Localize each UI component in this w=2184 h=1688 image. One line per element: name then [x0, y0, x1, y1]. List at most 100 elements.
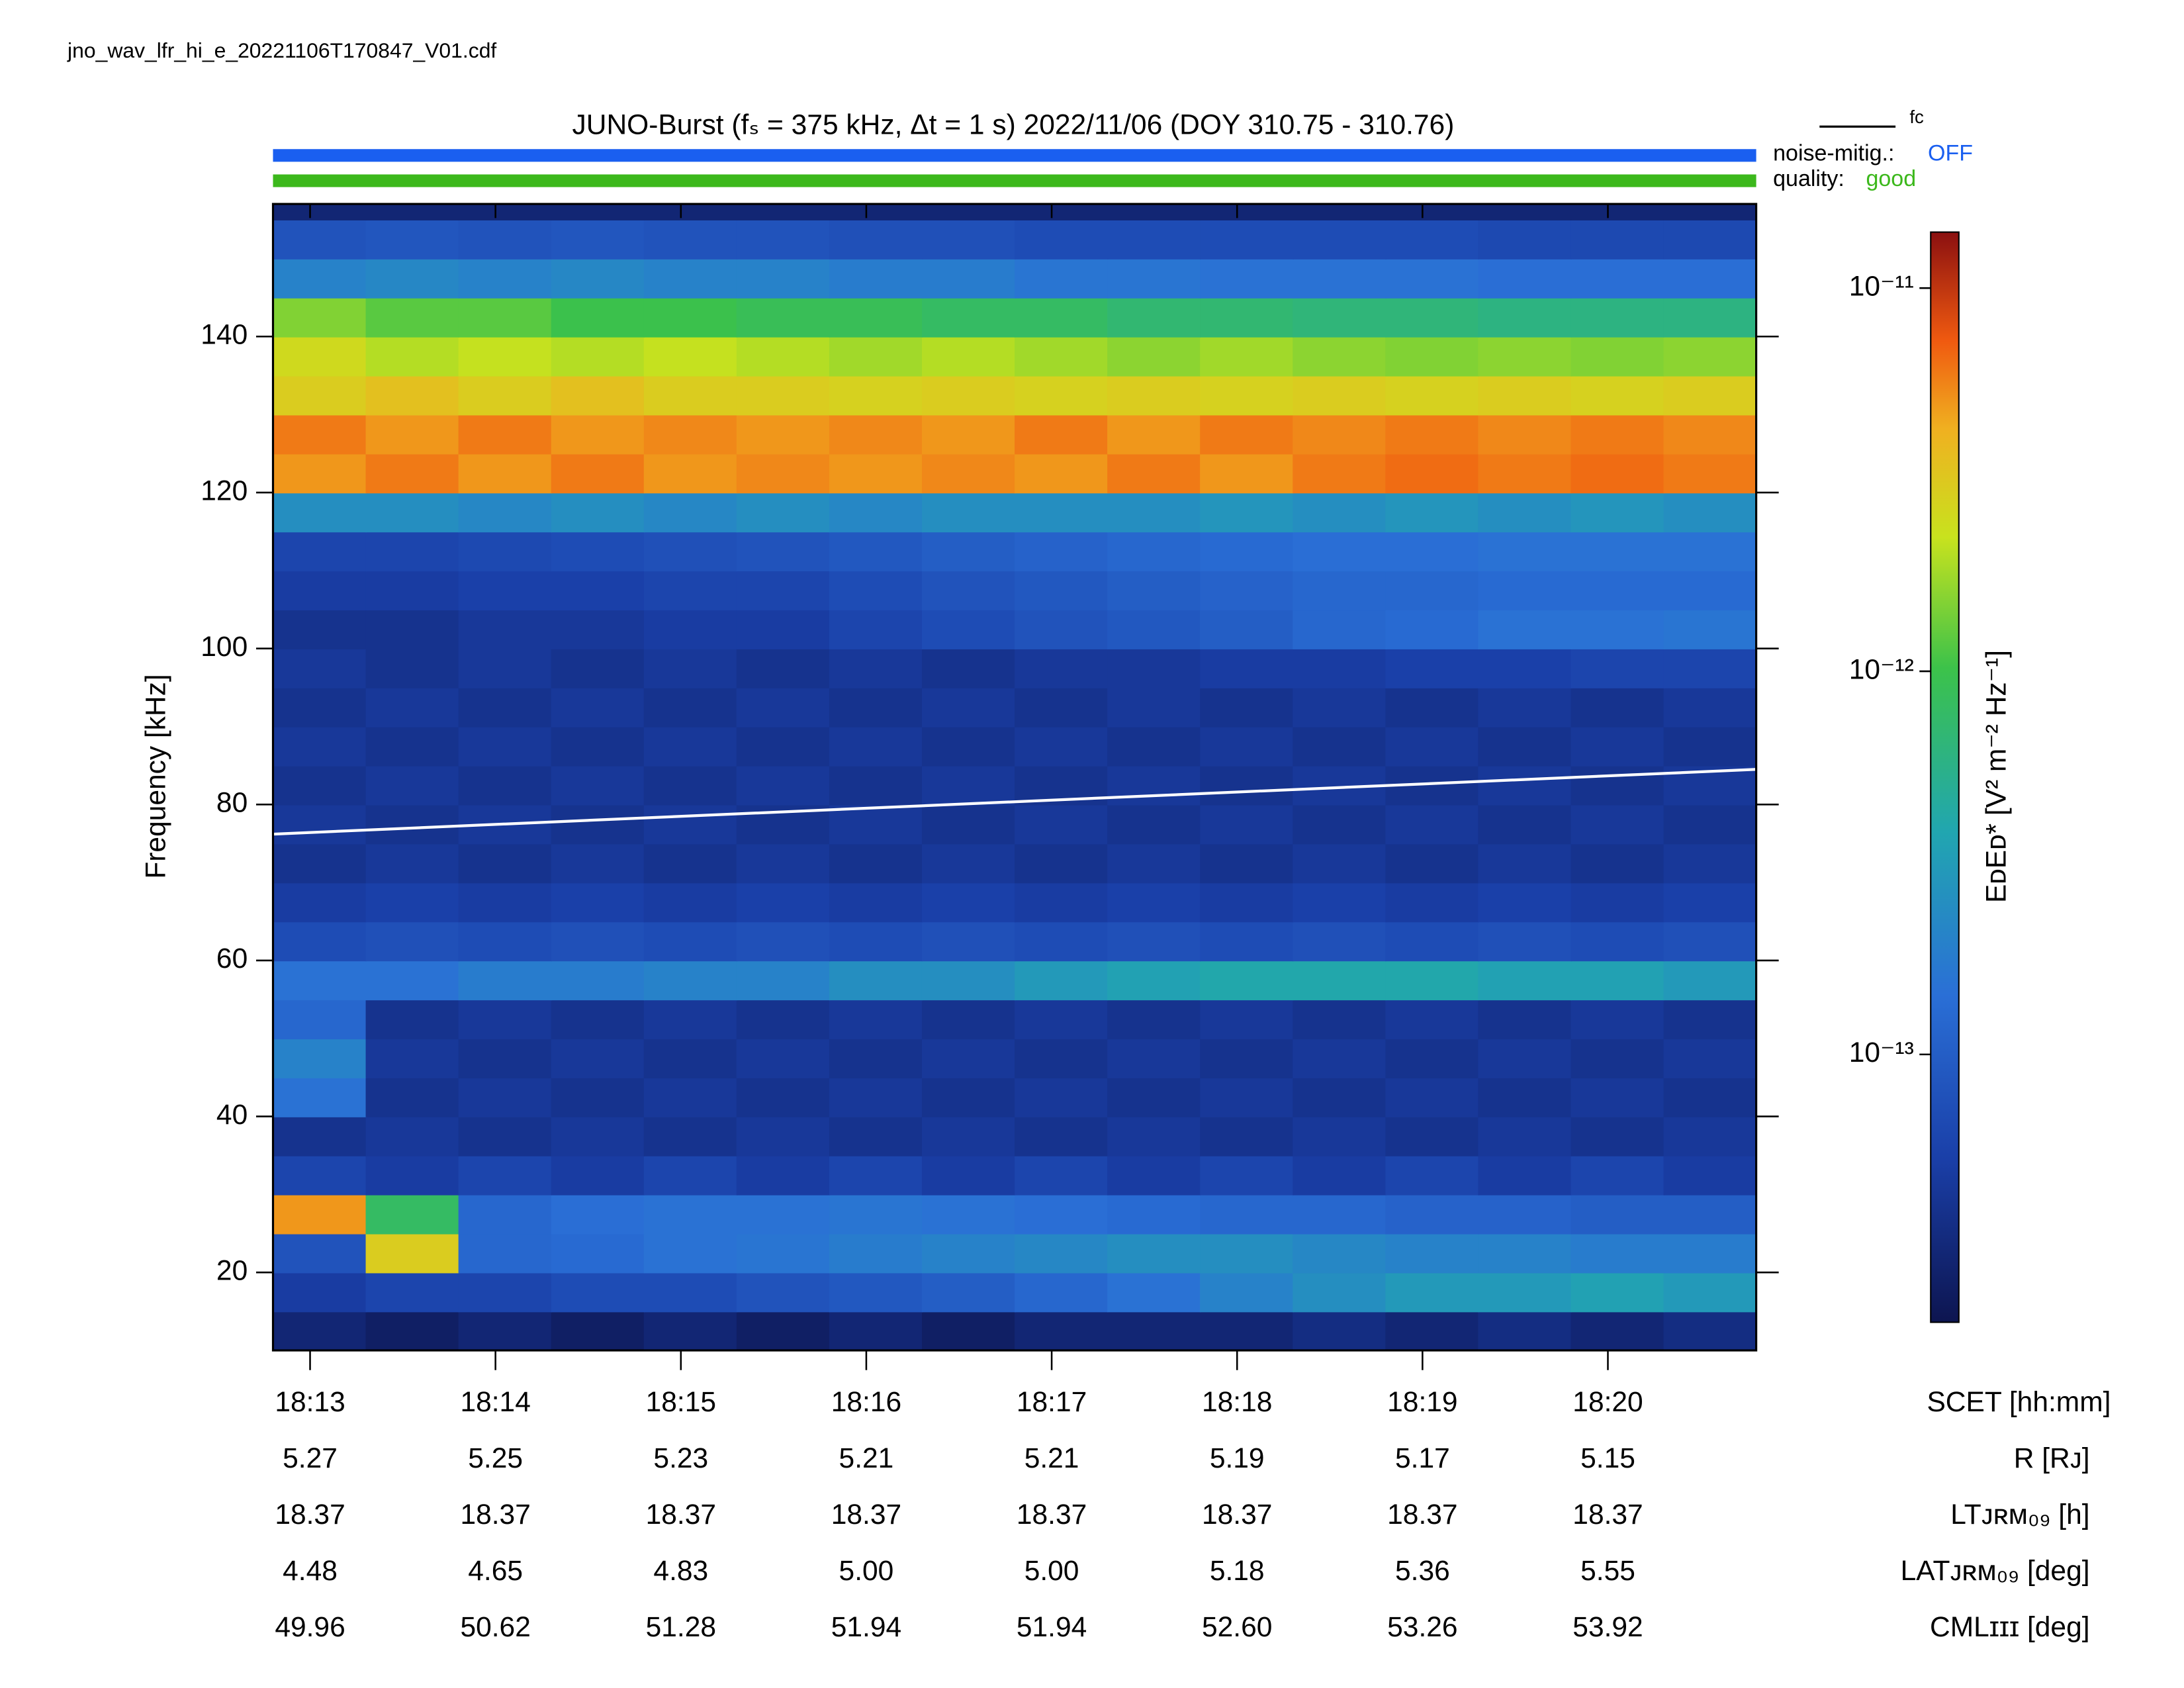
heatmap-cell: [551, 1155, 645, 1196]
heatmap-cell: [1570, 1077, 1664, 1117]
heatmap-cell: [1663, 1077, 1757, 1117]
ephemeris-value: 51.94: [831, 1612, 901, 1643]
heatmap-cell: [1015, 336, 1109, 377]
heatmap-cell: [1663, 1272, 1757, 1313]
heatmap-cell: [1478, 648, 1572, 688]
heatmap-cell: [1107, 1194, 1201, 1235]
heatmap-cell: [1107, 531, 1201, 572]
heatmap-cell: [921, 492, 1016, 533]
y-tick-label: 40: [216, 1100, 248, 1131]
heatmap-cell: [273, 1233, 367, 1274]
heatmap-cell: [1570, 804, 1664, 845]
heatmap-cell: [365, 204, 459, 220]
colorbar-tick-label: 10⁻¹³: [1849, 1037, 1914, 1068]
heatmap-cell: [643, 609, 738, 649]
heatmap-cell: [1015, 531, 1109, 572]
heatmap-cell: [829, 1116, 923, 1156]
heatmap-cell: [1293, 531, 1387, 572]
heatmap-cell: [829, 843, 923, 884]
heatmap-cell: [736, 1155, 831, 1196]
ephemeris-value: 53.26: [1387, 1612, 1457, 1643]
heatmap-cell: [1015, 1116, 1109, 1156]
heatmap-cell: [1293, 1077, 1387, 1117]
heatmap-cell: [736, 258, 831, 299]
heatmap-cell: [1385, 882, 1479, 923]
heatmap-cell: [458, 570, 552, 611]
heatmap-cell: [1293, 609, 1387, 649]
heatmap-cell: [1570, 453, 1664, 494]
heatmap-cell: [1107, 336, 1201, 377]
heatmap-cell: [365, 648, 459, 688]
heatmap-cell: [551, 1272, 645, 1313]
ephemeris-value: 4.83: [653, 1556, 708, 1587]
heatmap-cell: [458, 492, 552, 533]
heatmap-cell: [1015, 999, 1109, 1040]
heatmap-cell: [1385, 1194, 1479, 1235]
heatmap-cell: [1570, 726, 1664, 767]
heatmap-cell: [1385, 375, 1479, 416]
heatmap-cell: [551, 1116, 645, 1156]
heatmap-cell: [1107, 882, 1201, 923]
heatmap-cell: [551, 570, 645, 611]
heatmap-cell: [1663, 375, 1757, 416]
heatmap-cell: [643, 921, 738, 962]
heatmap-cell: [829, 882, 923, 923]
heatmap-cell: [1663, 414, 1757, 455]
heatmap-cell: [829, 726, 923, 767]
heatmap-cell: [1570, 1155, 1664, 1196]
heatmap-cell: [736, 1194, 831, 1235]
heatmap-cell: [1200, 1233, 1294, 1274]
heatmap-cell: [643, 1272, 738, 1313]
heatmap-cell: [551, 921, 645, 962]
colorbar-label: EᴅEᴅ* [V² m⁻² Hz⁻¹]: [1981, 650, 2013, 903]
heatmap-cell: [1570, 960, 1664, 1001]
heatmap-cell: [365, 804, 459, 845]
ephemeris-value: 18.37: [1387, 1499, 1457, 1530]
heatmap-cell: [1015, 219, 1109, 259]
heatmap-cell: [736, 1311, 831, 1352]
heatmap-cell: [1200, 258, 1294, 299]
heatmap-cell: [1478, 921, 1572, 962]
heatmap-cell: [1015, 492, 1109, 533]
plot-frame: [271, 203, 1758, 1352]
heatmap-cell: [1015, 453, 1109, 494]
heatmap-cell: [1478, 492, 1572, 533]
heatmap-cell: [1385, 687, 1479, 727]
heatmap-cell: [273, 570, 367, 611]
heatmap-cell: [1663, 843, 1757, 884]
heatmap-cell: [921, 687, 1016, 727]
heatmap-cell: [458, 219, 552, 259]
heatmap-cell: [1200, 297, 1294, 338]
ephemeris-value: 5.00: [839, 1556, 894, 1587]
heatmap-cell: [1015, 1038, 1109, 1078]
heatmap-cell: [1015, 609, 1109, 649]
filename: jno_wav_lfr_hi_e_20221106T170847_V01.cdf: [67, 38, 496, 62]
heatmap-cell: [1200, 843, 1294, 884]
heatmap-cell: [273, 687, 367, 727]
heatmap-cell: [643, 1038, 738, 1078]
heatmap-cell: [1293, 648, 1387, 688]
heatmap-cell: [365, 1038, 459, 1078]
heatmap-cell: [921, 1155, 1016, 1196]
heatmap-cell: [273, 960, 367, 1001]
ephemeris-value: 51.28: [646, 1612, 716, 1643]
heatmap-cell: [643, 960, 738, 1001]
heatmap-cell: [1478, 960, 1572, 1001]
heatmap-cell: [1478, 570, 1572, 611]
heatmap-cell: [1385, 414, 1479, 455]
ephemeris-value: 18.37: [275, 1499, 345, 1530]
heatmap-cell: [1107, 375, 1201, 416]
heatmap-cell: [1107, 414, 1201, 455]
heatmap-cell: [643, 531, 738, 572]
heatmap-cell: [829, 1155, 923, 1196]
heatmap-cell: [921, 765, 1016, 806]
ephemeris-value: 18.37: [1202, 1499, 1272, 1530]
ephemeris-value: 18.37: [460, 1499, 530, 1530]
heatmap-cell: [458, 1311, 552, 1352]
heatmap-cell: [365, 1233, 459, 1274]
heatmap-cell: [829, 297, 923, 338]
heatmap-cell: [1478, 297, 1572, 338]
heatmap-cell: [643, 258, 738, 299]
